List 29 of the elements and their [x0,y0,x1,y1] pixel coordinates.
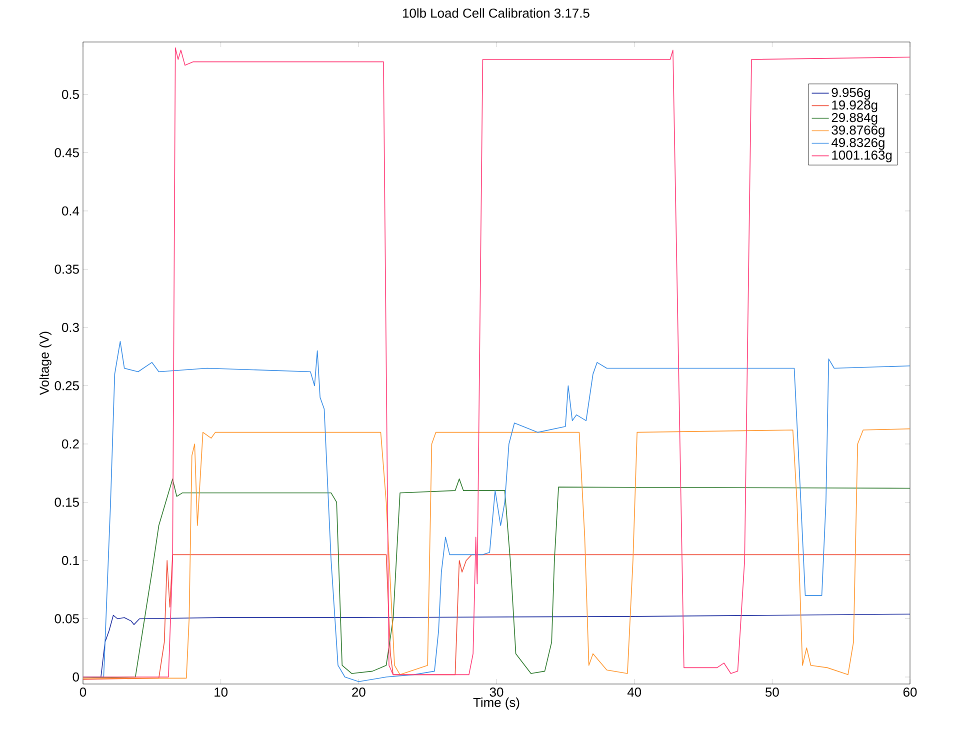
x-tick-label: 30 [490,688,504,697]
line-series [83,478,910,679]
y-tick-label: 0.3 [62,322,79,332]
y-tick-label: 0.25 [54,381,79,390]
y-tick-label: 0.2 [62,439,79,449]
x-tick-label: 10 [214,688,228,697]
x-axis-title: Time (s) [473,698,520,710]
chart-title: 10lb Load Cell Calibration 3.17.5 [403,8,590,18]
y-tick-label: 0.15 [54,498,79,507]
x-tick-label: 20 [352,688,366,697]
legend-label: 49.8326g [832,138,884,150]
y-tick-label: 0 [72,672,79,682]
x-tick-label: 0 [80,688,86,697]
legend-label: 9.956g [832,88,870,100]
x-tick-label: 40 [627,688,642,697]
y-tick-label: 0.4 [62,206,80,216]
y-tick-label: 0.1 [62,556,79,566]
legend-label: 1001.163g [832,150,892,162]
y-axis-title: Voltage (V) [39,332,52,395]
line-series [83,47,910,678]
y-tick-label: 0.05 [54,614,79,624]
legend-label: 39.8766g [832,125,884,138]
y-tick-label: 0.35 [54,264,79,274]
y-tick-label: 0.45 [54,148,79,158]
legend-label: 19.928g [832,100,878,112]
x-tick-label: 60 [903,688,917,697]
y-tick-label: 0.5 [62,90,79,100]
legend-label: 29.884g [832,112,878,125]
x-tick-label: 50 [765,688,779,697]
